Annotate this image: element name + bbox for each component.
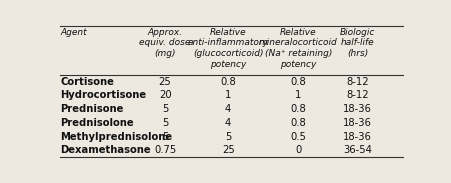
Text: 18-36: 18-36 [343, 132, 371, 142]
Text: Relative
anti-inflammatory
(glucocorticoid)
potency: Relative anti-inflammatory (glucocortico… [187, 28, 268, 69]
Text: Relative
mineralocorticoid
(Na⁺ retaining)
potency: Relative mineralocorticoid (Na⁺ retainin… [258, 28, 337, 69]
Text: Agent: Agent [60, 28, 87, 37]
Text: Dexamethasone: Dexamethasone [60, 145, 150, 155]
Text: 0.8: 0.8 [290, 118, 305, 128]
Text: Prednisone: Prednisone [60, 104, 123, 114]
Text: 8-12: 8-12 [345, 90, 368, 100]
Text: 36-54: 36-54 [343, 145, 371, 155]
Text: 25: 25 [158, 77, 171, 87]
Text: 5: 5 [161, 118, 168, 128]
Text: 18-36: 18-36 [343, 104, 371, 114]
Text: Prednisolone: Prednisolone [60, 118, 133, 128]
Text: 0: 0 [295, 145, 301, 155]
Text: 0.8: 0.8 [290, 104, 305, 114]
Text: 20: 20 [158, 90, 171, 100]
Text: 1: 1 [225, 90, 231, 100]
Text: 25: 25 [221, 145, 234, 155]
Text: 8-12: 8-12 [345, 77, 368, 87]
Text: 0.8: 0.8 [290, 77, 305, 87]
Text: Biologic
half-life
(hrs): Biologic half-life (hrs) [339, 28, 375, 58]
Text: 5: 5 [161, 104, 168, 114]
Text: Methylprednisolone: Methylprednisolone [60, 132, 172, 142]
Text: 0.5: 0.5 [290, 132, 305, 142]
Text: 0.8: 0.8 [220, 77, 235, 87]
Text: 0.75: 0.75 [154, 145, 176, 155]
Text: 5: 5 [225, 132, 231, 142]
Text: 18-36: 18-36 [343, 118, 371, 128]
Text: Hydrocortisone: Hydrocortisone [60, 90, 146, 100]
Text: 4: 4 [225, 118, 231, 128]
Text: Approx.
equiv. dose
(mg): Approx. equiv. dose (mg) [139, 28, 190, 58]
Text: 5: 5 [161, 132, 168, 142]
Text: 1: 1 [295, 90, 301, 100]
Text: Cortisone: Cortisone [60, 77, 114, 87]
Text: 4: 4 [225, 104, 231, 114]
